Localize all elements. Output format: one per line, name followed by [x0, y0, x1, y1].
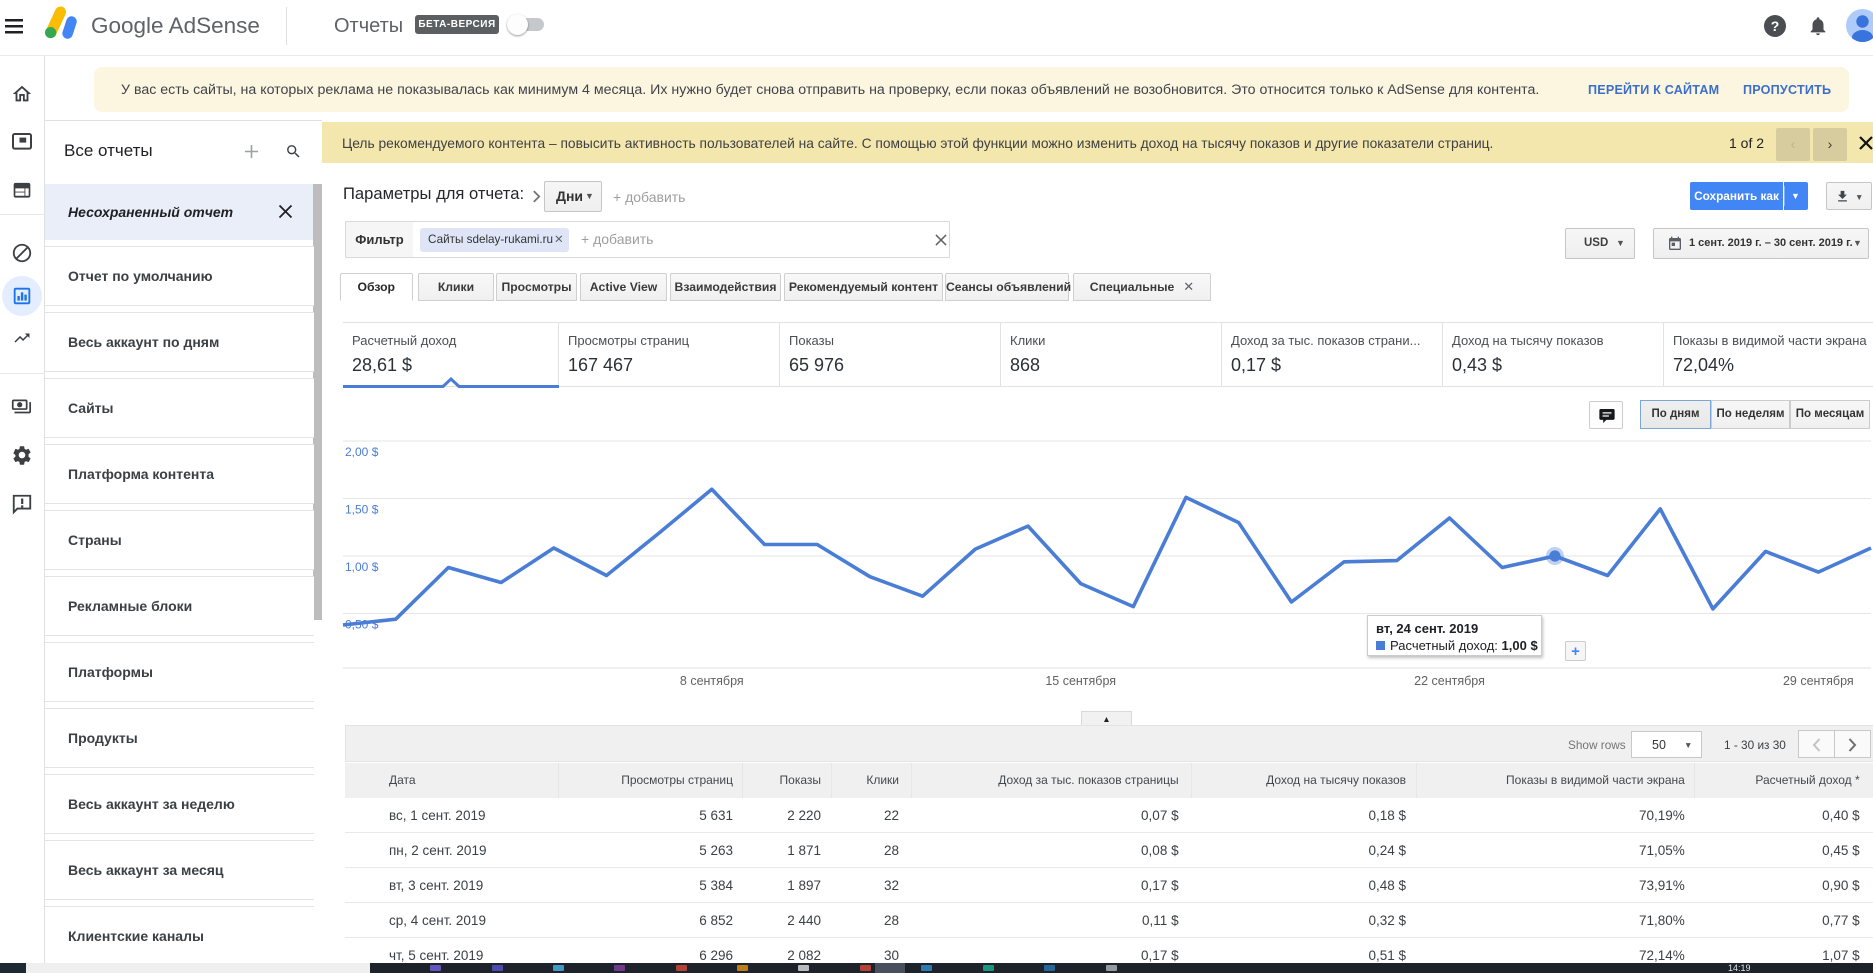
svg-text:22 сентября: 22 сентября [1414, 674, 1485, 688]
svg-text:1,50 $: 1,50 $ [345, 503, 379, 517]
svg-text:29 сентября: 29 сентября [1783, 674, 1854, 688]
svg-text:1,00 $: 1,00 $ [345, 560, 379, 574]
svg-text:8 сентября: 8 сентября [680, 674, 744, 688]
svg-text:15 сентября: 15 сентября [1045, 674, 1116, 688]
svg-text:2,00 $: 2,00 $ [345, 445, 379, 459]
